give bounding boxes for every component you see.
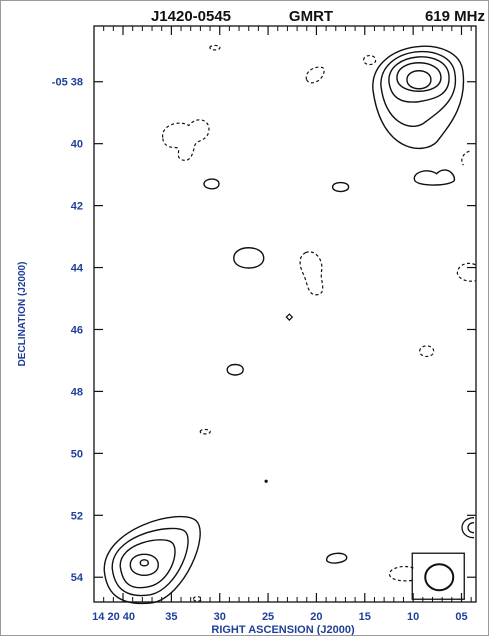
contour-level [203,178,220,190]
contour-level [233,247,265,269]
contour-level [209,44,221,51]
y-tick-label: 42 [71,201,83,213]
contour-ne-lobe [372,45,465,149]
contour-level [331,181,350,193]
contour-blob-small-2 [331,181,350,193]
contour-level [103,516,201,605]
contour-blob-mid [233,247,265,269]
contour-level [299,251,324,296]
x-tick-label: 15 [359,611,371,623]
contour-neg-9 [209,44,221,51]
contour-level [139,559,149,567]
contour-level [162,119,210,161]
contour-level [199,428,211,435]
contour-neg-4 [363,54,377,66]
contour-neg-8 [388,565,414,582]
contour-neg-5 [419,345,435,358]
contour-level [388,56,450,103]
contour-neg-10 [199,428,211,435]
contour-level [388,565,414,582]
contour-level [380,50,457,128]
beam-inset [411,552,465,600]
contour-level [413,169,456,186]
contour-level [192,596,203,602]
contour-level [363,54,377,66]
contour-level [111,527,189,597]
contour-lines [103,44,476,605]
contour-neg-7 [461,150,470,166]
contour-east-arc [413,169,456,186]
edge-contour [467,522,475,534]
contour-neg-11 [192,596,203,602]
y-tick-label: 44 [71,263,84,275]
y-tick-label: 48 [71,386,83,398]
y-tick-label: 40 [71,139,83,151]
x-tick-label: 20 [310,611,322,623]
x-tick-label: 14 20 40 [92,611,135,623]
observing-frequency: 619 MHz [425,8,485,25]
contour-level [119,539,176,589]
contour-blob-small-4 [326,552,348,564]
contour-level [396,62,442,92]
contour-neg-1 [162,119,210,161]
point-feature [264,479,268,483]
x-tick-label: 30 [214,611,226,623]
y-tick-label: 54 [71,572,84,584]
axis-ticks [94,26,476,602]
contour-level [226,363,244,376]
contour-level [372,45,465,149]
contour-level [326,552,348,564]
beam-ellipse [424,563,455,592]
y-tick-label: -05 38 [52,77,83,89]
y-tick-label: 46 [71,324,83,336]
contour-neg-3 [305,66,325,84]
contour-level [129,553,159,577]
contour-neg-2 [299,251,324,296]
y-axis-label: DECLINATION (J2000) [17,262,28,367]
point-feature [285,313,294,321]
contour-level [461,150,470,166]
contour-sw-lobe [103,516,201,605]
x-axis-label: RIGHT ASCENSION (J2000) [211,624,355,635]
y-tick-label: 52 [71,510,83,522]
x-tick-label: 35 [165,611,177,623]
plot-frame [93,25,477,603]
contour-level [456,262,476,282]
contour-blob-small-3 [226,363,244,376]
beam-box [411,552,465,600]
x-tick-label: 10 [407,611,419,623]
axis-tick-labels: 14 20 40 35 30 25 20 15 10 05 -05 38 40 42 44 46 48 50… [52,77,468,623]
source-name: J1420-0545 [151,8,231,25]
telescope-name: GMRT [289,8,333,25]
x-tick-label: 25 [262,611,274,623]
contour-neg-6 [456,262,476,282]
contour-level [406,70,432,90]
contour-level [419,345,435,358]
y-tick-label: 50 [71,448,83,460]
edge-contour [461,517,475,539]
contour-level [305,66,325,84]
x-tick-label: 05 [455,611,467,623]
contour-blob-small-1 [203,178,220,190]
